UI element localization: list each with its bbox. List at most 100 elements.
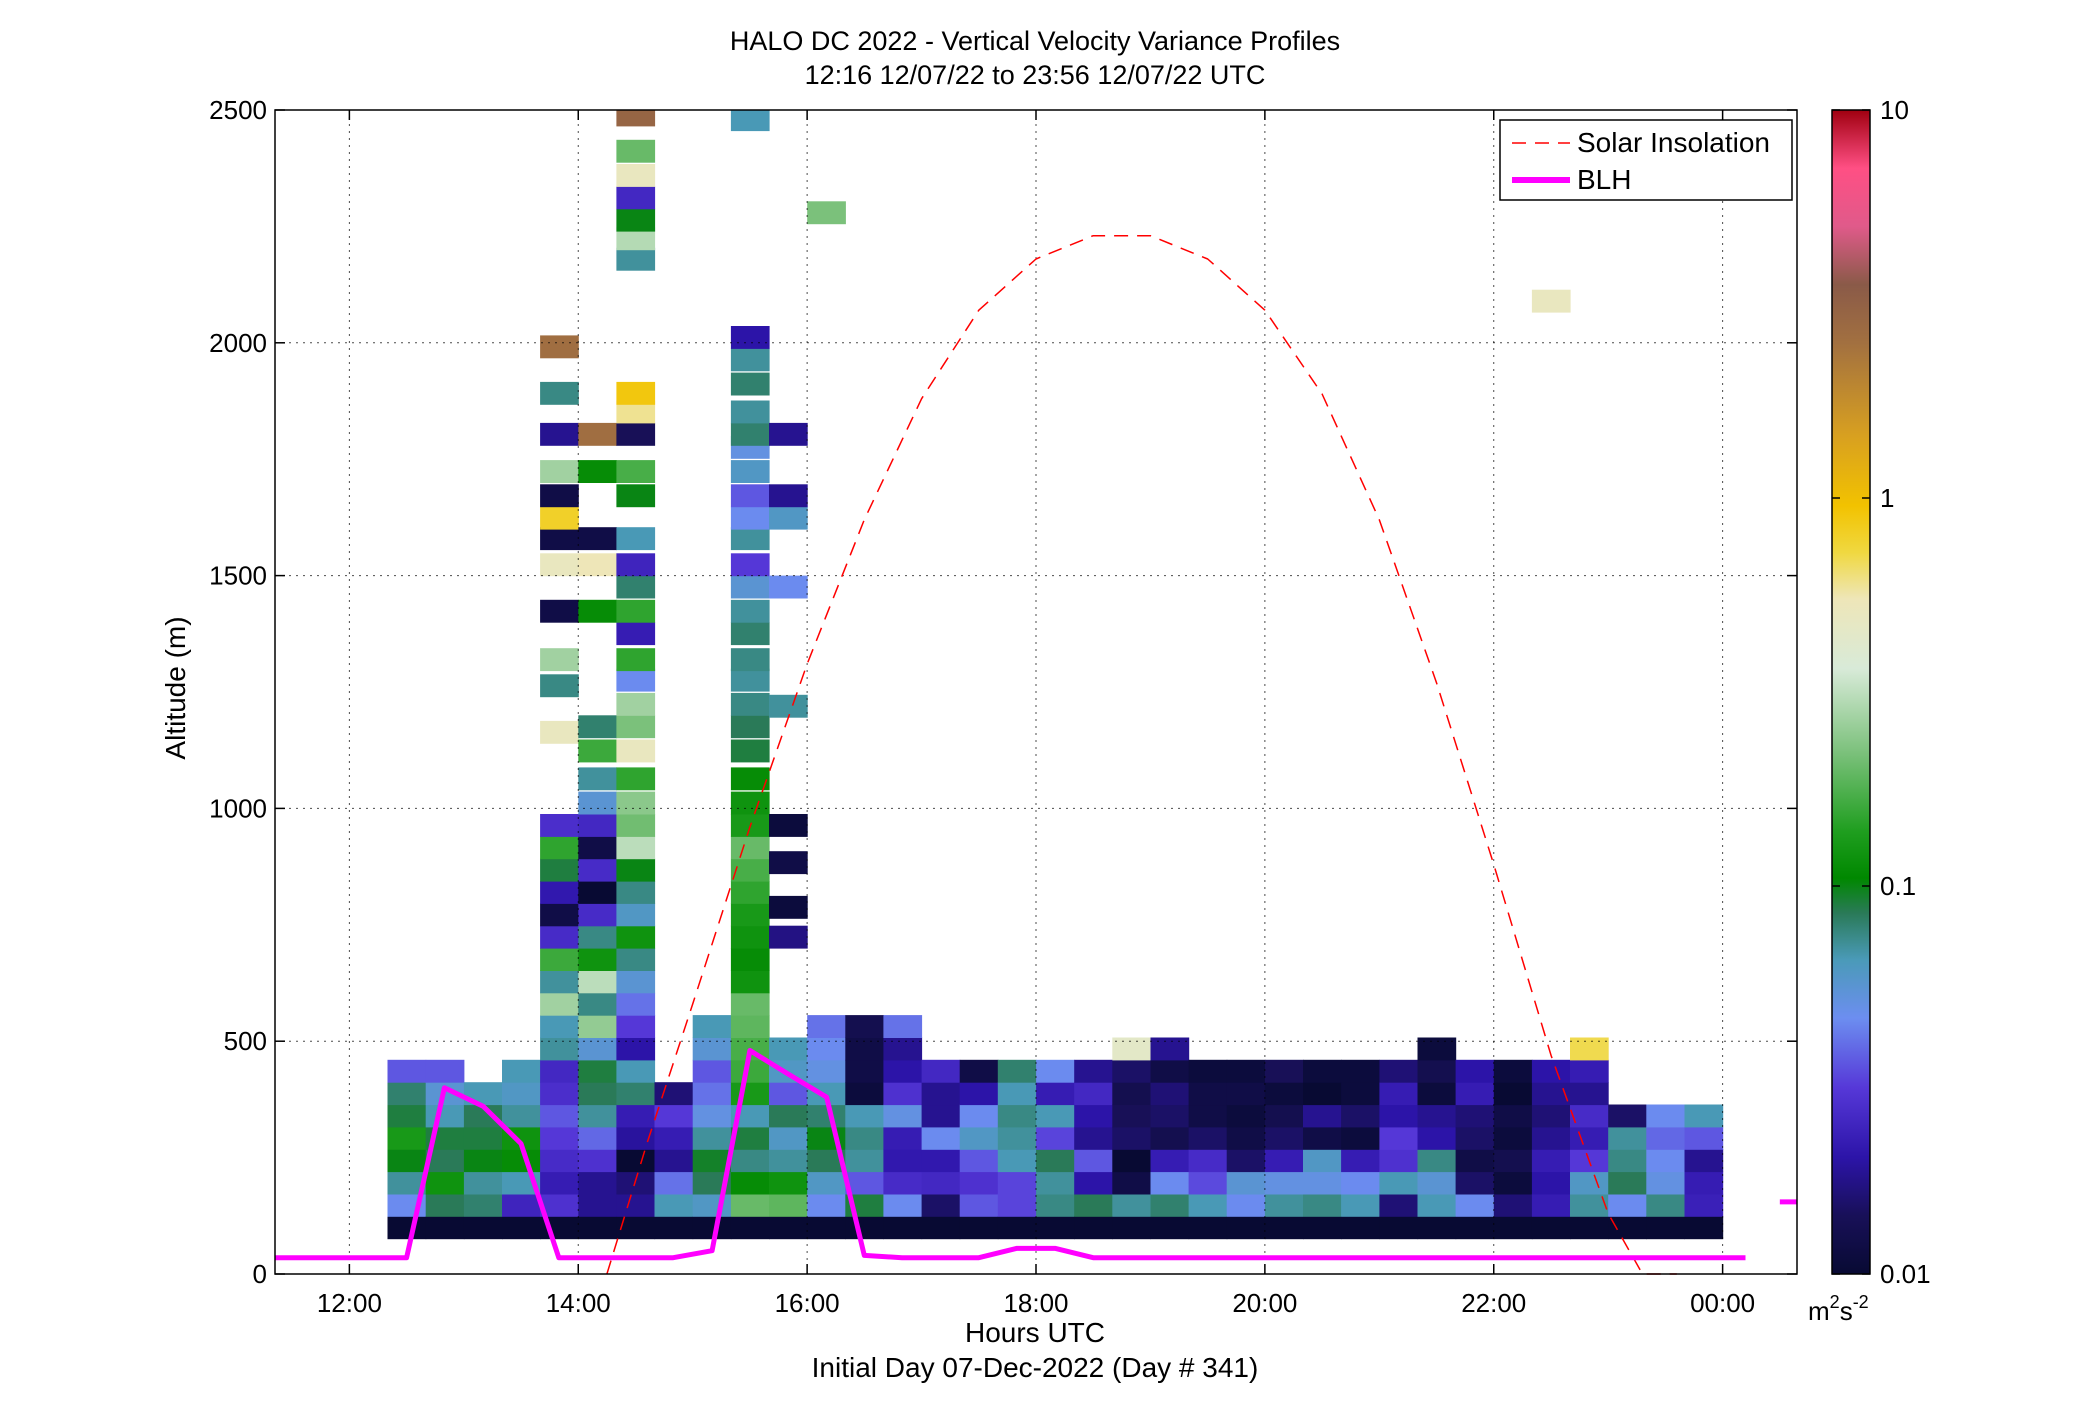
heatmap-cell [654,1082,694,1106]
heatmap-cell [692,1015,732,1038]
heatmap-cell [730,692,770,716]
heatmap-cell [578,992,617,1016]
heatmap-cell [1493,1104,1533,1128]
heatmap-cell [1570,1171,1609,1195]
heatmap-cell [883,1216,923,1240]
heatmap-cell [730,791,770,815]
heatmap-cell [1493,1193,1533,1217]
heatmap-cell [1264,1171,1304,1195]
heatmap-cell [540,970,579,994]
heatmap-cell [616,1171,656,1195]
heatmap-cell [730,903,770,927]
heatmap-cell [1608,1126,1647,1150]
heatmap-cell [807,201,846,225]
heatmap-cell [883,1126,923,1150]
heatmap-cell [1684,1126,1724,1150]
heatmap-cell [1341,1059,1380,1083]
heatmap-cell [1455,1216,1495,1240]
x-tick-label: 00:00 [1690,1288,1755,1318]
heatmap-cell [1379,1216,1419,1240]
heatmap-cell [1417,1193,1457,1217]
heatmap-cell [1036,1149,1075,1173]
heatmap-cell [540,381,579,405]
heatmap-cell [387,1104,427,1128]
heatmap-cell [807,1216,846,1240]
colorbar-unit-base-m: m [1808,1296,1830,1326]
heatmap-cell [921,1126,961,1150]
heatmap-cell [1379,1059,1419,1083]
heatmap-cell [1417,1171,1457,1195]
heatmap-cell [578,858,617,882]
heatmap-cell [578,422,617,446]
colorbar-ticks: 0.01 0.1 1 10 [1832,95,1931,1289]
heatmap-cell [1608,1149,1647,1173]
heatmap-cell [1493,1149,1533,1173]
heatmap-cell [616,460,656,483]
heatmap-cell [1341,1149,1380,1173]
heatmap-cell [1341,1216,1380,1240]
heatmap-cell [616,1059,656,1083]
heatmap-cell [616,575,656,599]
heatmap-cell [883,1149,923,1173]
heatmap-cell [769,1104,808,1128]
heatmap-cell [730,715,770,739]
heatmap-cell [730,925,770,949]
heatmap-cell [730,1082,770,1106]
heatmap-cell [540,527,579,551]
heatmap-cell [1036,1171,1075,1195]
heatmap-cell [1188,1216,1228,1240]
heatmap-cell [463,1171,503,1195]
heatmap-cell [1150,1104,1190,1128]
heatmap-cell [502,1216,541,1240]
heatmap-cell [1226,1126,1266,1150]
heatmap-cell [654,1149,694,1173]
heatmap-cell [616,1082,656,1106]
heatmap-cell [692,1126,732,1150]
heatmap-cell [1531,289,1571,313]
heatmap-cell [616,1149,656,1173]
heatmap-cell [1188,1126,1228,1150]
heatmap-cell [540,948,579,971]
heatmap-cell [769,484,808,508]
heatmap-cell [578,1082,617,1106]
heatmap-cell [730,1193,770,1217]
heatmap-cell [1608,1104,1647,1128]
heatmap-cell [578,1015,617,1038]
heatmap-cell [730,553,770,577]
heatmap-cell [540,1082,579,1106]
heatmap-cell [730,326,770,349]
heatmap-cell [540,1104,579,1128]
heatmap-cell [1264,1193,1304,1217]
heatmap-cell [1303,1126,1342,1150]
heatmap-cell [1341,1082,1380,1106]
heatmap-cell [1303,1104,1342,1128]
heatmap-cell [1341,1126,1380,1150]
heatmap-cell [425,1149,465,1173]
heatmap-cell [616,484,656,508]
heatmap-cell [616,715,656,739]
heatmap-cell [463,1193,503,1217]
colorbar: 0.01 0.1 1 10 m2s-2 [1808,95,1931,1326]
heatmap-cell [883,1171,923,1195]
heatmap-cell [1341,1104,1380,1128]
heatmap-cell [1493,1059,1533,1083]
heatmap-cell [1570,1059,1609,1083]
heatmap-cell [616,791,656,815]
heatmap-cell [1074,1149,1113,1173]
heatmap-cell [959,1126,999,1150]
heatmap-cell [845,1126,884,1150]
heatmap-cell [883,1015,923,1038]
heatmap-cell [1531,1082,1571,1106]
heatmap-cell [578,970,617,994]
y-axis-ticks: 0 500 1000 1500 2000 2500 [209,95,1797,1289]
heatmap-cell [1493,1126,1533,1150]
heatmap-cell [616,739,656,763]
heatmap-cell [807,1104,846,1128]
heatmap-cell [769,851,808,875]
heatmap-cell [730,348,770,372]
heatmap-cell [1455,1149,1495,1173]
heatmap-cell [1112,1126,1151,1150]
colorbar-tick-label: 0.01 [1880,1259,1931,1289]
heatmap-cell [769,422,808,446]
heatmap-cell [1303,1059,1342,1083]
